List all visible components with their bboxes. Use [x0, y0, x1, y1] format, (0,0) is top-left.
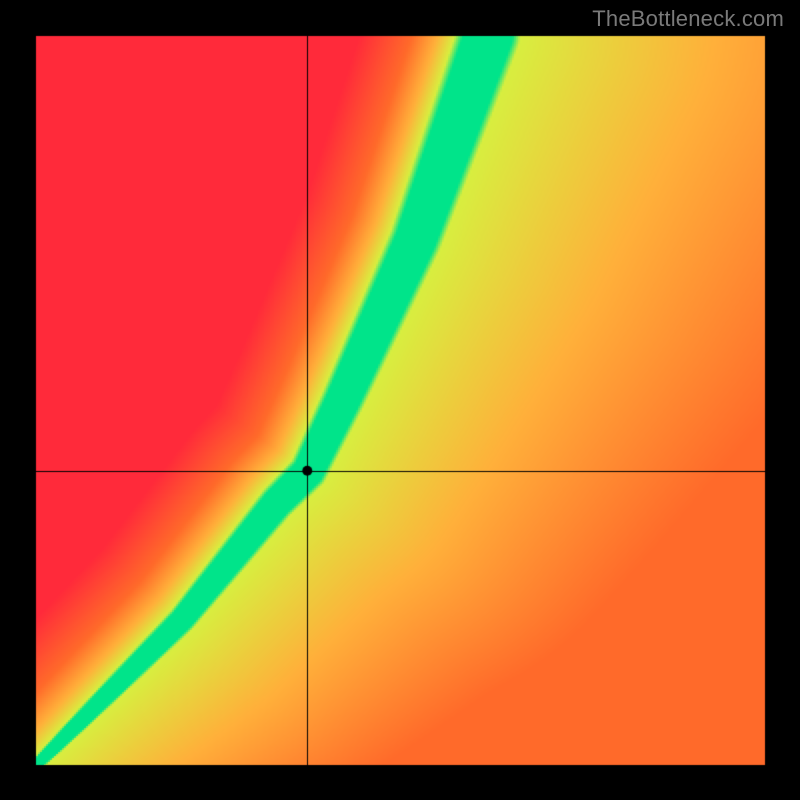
chart-container: TheBottleneck.com	[0, 0, 800, 800]
watermark-text: TheBottleneck.com	[592, 6, 784, 32]
heatmap-canvas	[0, 0, 800, 800]
